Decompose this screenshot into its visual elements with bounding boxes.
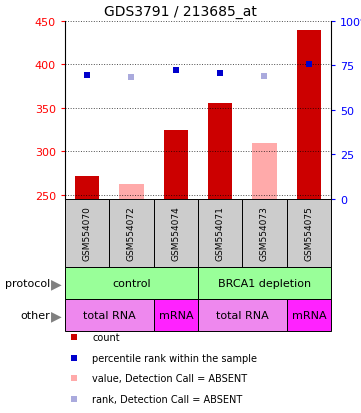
Bar bbox=[154, 199, 198, 267]
Bar bbox=[164, 130, 188, 199]
Bar bbox=[297, 31, 321, 199]
Text: control: control bbox=[112, 278, 151, 288]
Text: BRCA1 depletion: BRCA1 depletion bbox=[218, 278, 311, 288]
Text: value, Detection Call = ABSENT: value, Detection Call = ABSENT bbox=[92, 373, 247, 383]
Text: GSM554074: GSM554074 bbox=[171, 206, 180, 261]
Text: GDS3791 / 213685_at: GDS3791 / 213685_at bbox=[104, 5, 257, 19]
Bar bbox=[119, 185, 144, 199]
Text: total RNA: total RNA bbox=[216, 310, 269, 320]
Bar bbox=[65, 267, 198, 299]
Text: GSM554075: GSM554075 bbox=[304, 206, 313, 261]
Text: protocol: protocol bbox=[5, 278, 51, 288]
Bar bbox=[65, 199, 109, 267]
Bar bbox=[109, 199, 154, 267]
Text: ▶: ▶ bbox=[51, 276, 61, 290]
Bar bbox=[287, 199, 331, 267]
Text: GSM554070: GSM554070 bbox=[83, 206, 92, 261]
Bar bbox=[208, 104, 232, 199]
Text: total RNA: total RNA bbox=[83, 310, 136, 320]
Bar bbox=[252, 143, 277, 199]
Bar bbox=[198, 299, 287, 331]
Bar bbox=[75, 176, 99, 199]
Bar bbox=[154, 299, 198, 331]
Text: mRNA: mRNA bbox=[292, 310, 326, 320]
Text: GSM554071: GSM554071 bbox=[216, 206, 225, 261]
Text: GSM554073: GSM554073 bbox=[260, 206, 269, 261]
Text: mRNA: mRNA bbox=[158, 310, 193, 320]
Text: percentile rank within the sample: percentile rank within the sample bbox=[92, 353, 257, 363]
Bar bbox=[287, 299, 331, 331]
Bar bbox=[198, 199, 242, 267]
Bar bbox=[198, 267, 331, 299]
Text: ▶: ▶ bbox=[51, 308, 61, 322]
Bar bbox=[242, 199, 287, 267]
Bar bbox=[65, 299, 154, 331]
Text: other: other bbox=[21, 310, 51, 320]
Text: GSM554072: GSM554072 bbox=[127, 206, 136, 261]
Text: count: count bbox=[92, 332, 120, 342]
Text: rank, Detection Call = ABSENT: rank, Detection Call = ABSENT bbox=[92, 394, 242, 404]
